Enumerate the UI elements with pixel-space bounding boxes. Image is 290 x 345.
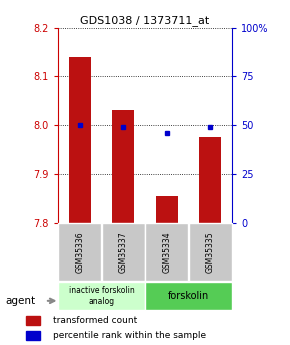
Text: inactive forskolin
analog: inactive forskolin analog [69, 286, 134, 306]
Bar [113, 110, 134, 223]
FancyBboxPatch shape [145, 282, 232, 309]
Text: GSM35334: GSM35334 [162, 231, 171, 273]
Bar [26, 331, 40, 340]
Text: forskolin: forskolin [168, 291, 209, 301]
Bar [200, 137, 221, 223]
FancyBboxPatch shape [145, 223, 188, 280]
Text: percentile rank within the sample: percentile rank within the sample [53, 331, 206, 340]
Text: GSM35337: GSM35337 [119, 231, 128, 273]
Bar [156, 196, 177, 223]
Text: agent: agent [6, 296, 36, 306]
Bar [26, 316, 40, 325]
FancyBboxPatch shape [188, 223, 232, 280]
FancyBboxPatch shape [58, 223, 102, 280]
Text: GSM35336: GSM35336 [75, 231, 84, 273]
FancyBboxPatch shape [102, 223, 145, 280]
Bar [69, 57, 90, 223]
Text: GDS1038 / 1373711_at: GDS1038 / 1373711_at [80, 16, 210, 27]
FancyBboxPatch shape [58, 282, 145, 309]
Text: transformed count: transformed count [53, 316, 137, 325]
Text: GSM35335: GSM35335 [206, 231, 215, 273]
